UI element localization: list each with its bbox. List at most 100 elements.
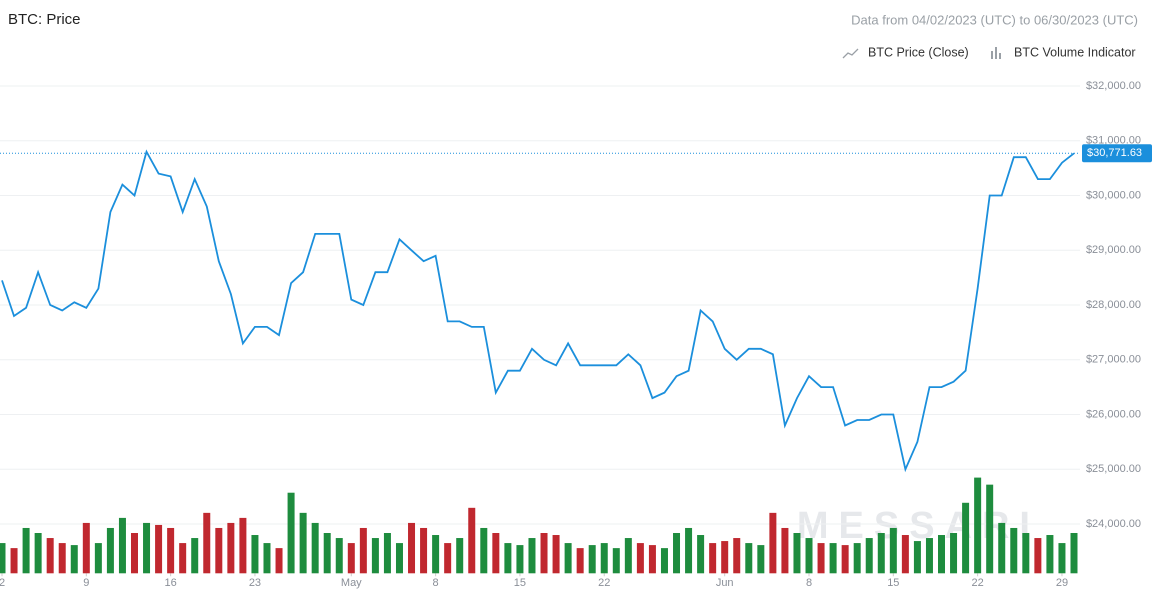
volume-bar [371, 538, 379, 574]
volume-bar [865, 538, 873, 574]
volume-bar [70, 545, 78, 574]
volume-bar [179, 543, 187, 574]
volume-bar [34, 533, 42, 574]
volume-bar [552, 535, 560, 574]
volume-bar [685, 527, 693, 574]
x-tick-label: Jun [716, 577, 734, 589]
volume-bar [709, 543, 717, 574]
volume-bar [540, 533, 548, 574]
volume-bar [925, 538, 933, 574]
volume-bar [311, 522, 319, 574]
y-tick-label: $26,000.00 [1086, 408, 1141, 420]
volume-bar [275, 548, 283, 574]
y-tick-label: $27,000.00 [1086, 354, 1141, 366]
volume-bar [624, 538, 632, 574]
x-tick-label: 8 [433, 577, 439, 589]
volume-bar [263, 543, 271, 574]
y-tick-label: $31,000.00 [1086, 135, 1141, 147]
volume-bar [1022, 533, 1030, 574]
x-tick-label: 22 [972, 577, 984, 589]
volume-bar [1046, 535, 1054, 574]
volume-bar [227, 522, 235, 574]
volume-bar [889, 527, 897, 574]
volume-bar [636, 543, 644, 574]
x-tick-label: 8 [806, 577, 812, 589]
volume-bar [1034, 538, 1042, 574]
volume-bar [395, 543, 403, 574]
date-range: Data from 04/02/2023 (UTC) to 06/30/2023… [851, 12, 1138, 27]
volume-bar [106, 527, 114, 574]
volume-bar [492, 533, 500, 574]
x-tick-label: 16 [165, 577, 177, 589]
chart-title: BTC: Price [8, 11, 81, 28]
volume-bar [383, 533, 391, 574]
volume-bar [528, 538, 536, 574]
volume-bar [962, 502, 970, 574]
volume-bar [239, 517, 247, 574]
volume-bar [468, 507, 476, 574]
x-tick-label: 2 [0, 577, 5, 589]
last-price-badge [1082, 144, 1152, 163]
volume-bar [588, 545, 596, 574]
volume-bar [359, 527, 367, 574]
volume-bar [420, 527, 428, 574]
legend-label[interactable]: BTC Volume Indicator [1014, 45, 1136, 59]
volume-bar [0, 543, 6, 574]
volume-bar [612, 548, 620, 574]
volume-bar [805, 538, 813, 574]
volume-bar [733, 538, 741, 574]
volume-bar [143, 522, 151, 574]
x-tick-label: 23 [249, 577, 261, 589]
volume-bar [660, 548, 668, 574]
volume-bar [576, 548, 584, 574]
volume-bar [251, 535, 259, 574]
legend-label[interactable]: BTC Price (Close) [868, 45, 969, 59]
volume-bar [745, 543, 753, 574]
y-tick-label: $30,000.00 [1086, 189, 1141, 201]
volume-bar [94, 543, 102, 574]
volume-bar [853, 543, 861, 574]
volume-bar [877, 533, 885, 574]
volume-bar [287, 492, 295, 574]
volume-bar [600, 543, 608, 574]
volume-bar [986, 484, 994, 574]
volume-bar [913, 541, 921, 574]
x-tick-label: 9 [83, 577, 89, 589]
volume-bar [938, 535, 946, 574]
volume-bar [564, 543, 572, 574]
volume-bar [1010, 527, 1018, 574]
legend-bar-icon [991, 47, 1001, 59]
volume-bar [155, 524, 163, 574]
volume-bar [456, 538, 464, 574]
volume-bar [781, 527, 789, 574]
x-tick-label: 22 [598, 577, 610, 589]
volume-bar [1058, 543, 1066, 574]
volume-bar [504, 543, 512, 574]
volume-bar [829, 543, 837, 574]
volume-bar [299, 512, 307, 574]
volume-bar [769, 512, 777, 574]
volume-bar [950, 533, 958, 574]
volume-bar [323, 533, 331, 574]
volume-bar [408, 522, 416, 574]
y-tick-label: $32,000.00 [1086, 80, 1141, 92]
volume-bar [1070, 533, 1078, 574]
volume-bar [130, 533, 138, 574]
volume-bar [58, 543, 66, 574]
x-tick-label: 15 [514, 577, 526, 589]
volume-bar [444, 543, 452, 574]
x-tick-label: 15 [887, 577, 899, 589]
x-tick-label: 29 [1056, 577, 1068, 589]
volume-bar [82, 522, 90, 574]
volume-bar [901, 535, 909, 574]
volume-bar [118, 517, 126, 574]
volume-bar [516, 545, 524, 574]
volume-bar [167, 527, 175, 574]
y-tick-label: $29,000.00 [1086, 244, 1141, 256]
volume-bar [335, 538, 343, 574]
volume-bar [215, 527, 223, 574]
volume-bar [673, 533, 681, 574]
volume-bar [998, 522, 1006, 574]
volume-bar [757, 545, 765, 574]
volume-bar [697, 535, 705, 574]
